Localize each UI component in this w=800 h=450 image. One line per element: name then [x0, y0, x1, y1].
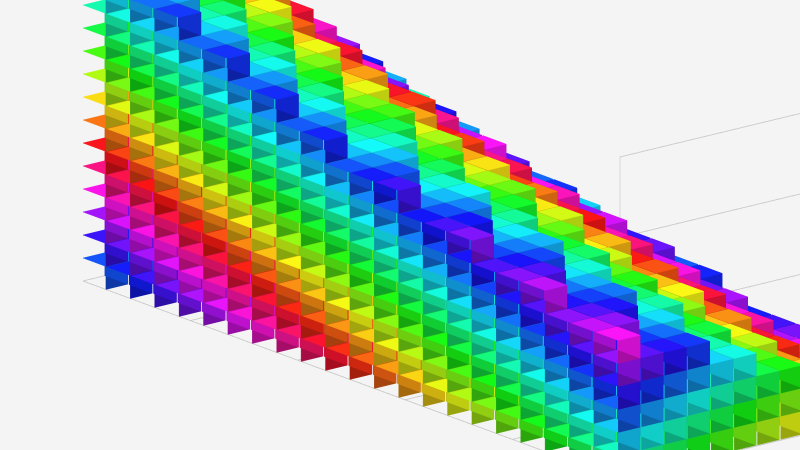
plot-canvas [0, 0, 800, 450]
voxel-bar-field [82, 0, 800, 450]
